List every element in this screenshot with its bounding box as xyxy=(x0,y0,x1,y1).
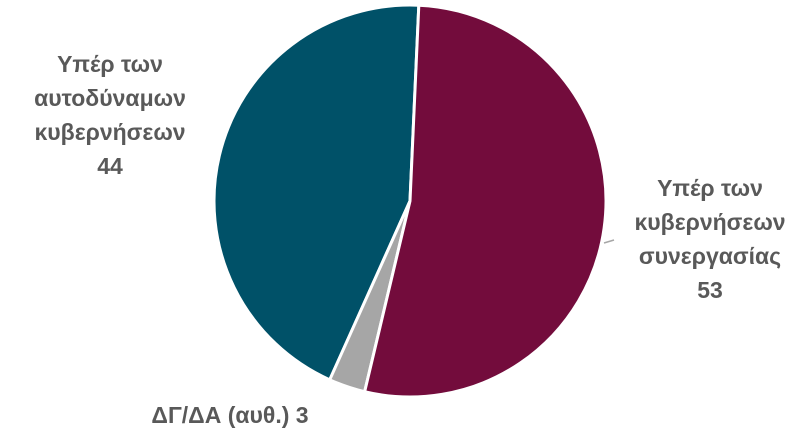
data-label-coalition-governments: Υπέρ των κυβερνήσεων συνεργασίας 53 xyxy=(604,171,811,307)
data-label-line: κυβερνήσεων xyxy=(634,209,786,235)
data-label-value: ΔΓ/ΔΑ (αυθ.) 3 xyxy=(151,402,309,428)
data-label-value: 44 xyxy=(97,153,123,179)
data-label-line: κυβερνήσεων xyxy=(34,119,186,145)
data-label-autonomous-governments: Υπέρ των αυτοδύναμων κυβερνήσεων 44 xyxy=(20,47,200,183)
data-label-line: Υπέρ των xyxy=(57,51,163,77)
pie-slice-coalition-governments xyxy=(363,3,608,399)
leader-line xyxy=(603,239,615,244)
data-label-value: 53 xyxy=(697,277,723,303)
data-label-dont-know: ΔΓ/ΔΑ (αυθ.) 3 xyxy=(80,398,380,432)
data-label-line: συνεργασίας xyxy=(638,243,782,269)
data-label-line: αυτοδύναμων xyxy=(34,85,186,111)
data-label-line: Υπέρ των xyxy=(657,175,763,201)
pie-slice-autonomous-governments xyxy=(212,3,421,382)
